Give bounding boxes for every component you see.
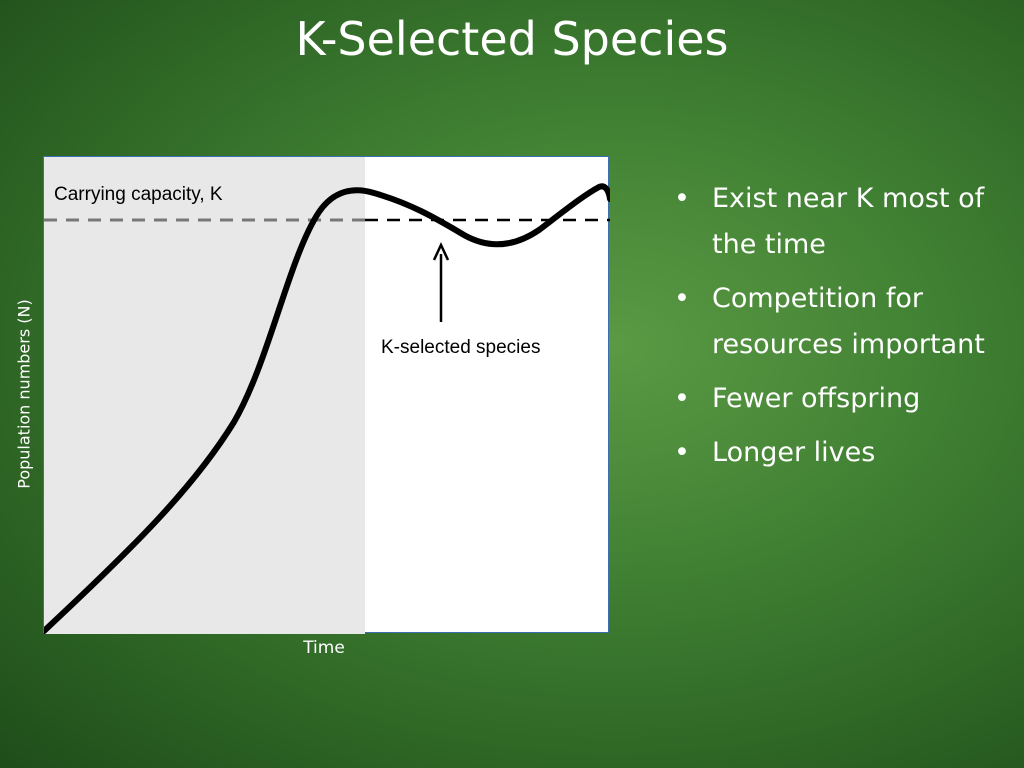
k-species-label: K-selected species — [381, 337, 540, 358]
bullet-dot: • — [674, 437, 690, 468]
slide-title: K-Selected Species — [295, 12, 729, 66]
k-species-arrowhead — [432, 242, 450, 261]
graph-svg: Carrying capacity, K K-selected species — [44, 157, 610, 634]
bullet-item: • Longer lives — [672, 430, 1017, 476]
bullet-item: • Competition for resources important — [672, 276, 1017, 368]
y-axis-label: Population numbers (N) — [14, 299, 34, 489]
carrying-capacity-label: Carrying capacity, K — [54, 184, 223, 205]
bullet-item: • Exist near K most of the time — [672, 176, 1017, 268]
population-graph: Carrying capacity, K K-selected species — [43, 156, 610, 634]
bullet-text: Exist near K most of the time — [712, 183, 985, 260]
bullet-dot: • — [674, 183, 690, 214]
bullet-item: • Fewer offspring — [672, 376, 1017, 422]
bullet-text: Fewer offspring — [712, 383, 921, 414]
bullet-text: Longer lives — [712, 437, 876, 468]
bullet-dot: • — [674, 283, 690, 314]
bullet-dot: • — [674, 383, 690, 414]
bullet-text: Competition for resources important — [712, 283, 985, 360]
x-axis-label: Time — [303, 638, 345, 658]
shaded-region — [44, 157, 365, 634]
population-curve — [44, 183, 610, 634]
bullet-list: • Exist near K most of the time • Competit… — [672, 176, 1017, 484]
